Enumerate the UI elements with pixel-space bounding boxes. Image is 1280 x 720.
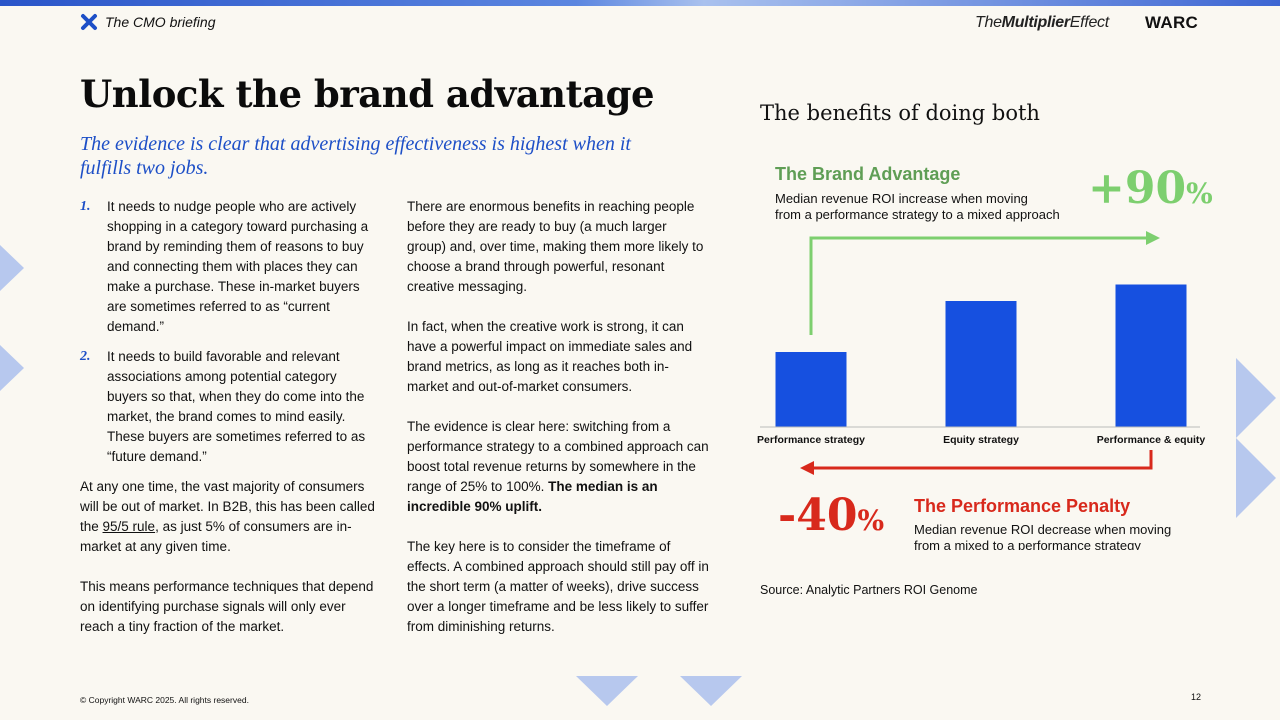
bar-performance-strategy [775,352,847,427]
highlight-text: The median is an incredible 90% uplift. [407,479,658,514]
brand-logo: TheMultiplierEffect [975,14,1109,31]
list-number: 1. [80,199,91,214]
paragraph: This means performance techniques that d… [80,579,374,634]
triangle-right-icon [1236,438,1276,518]
penalty-desc: Median revenue ROI decrease when moving [914,522,1171,537]
triangle-right-icon [0,345,24,391]
paragraph: The evidence is clear here: switching fr… [407,419,709,514]
triangle-right-icon [1236,358,1276,438]
copyright: © Copyright WARC 2025. All rights reserv… [80,695,249,705]
bar-equity-strategy [945,301,1017,427]
increase-arrow-line [809,236,1150,335]
x-tick-label: Performance & equity [1097,434,1206,446]
rule-link[interactable]: 95/5 rule [102,519,156,534]
paragraph: In fact, when the creative work is stron… [407,319,693,394]
penalty-desc: from a mixed to a performance strategy [914,538,1141,550]
brand-advantage-value: +90% [1088,163,1213,214]
top-gradient-bar [0,0,1280,6]
publisher-logo: WARC [1145,13,1199,32]
bar-performance-equity [1115,284,1187,427]
triangle-right-icon [0,245,24,291]
chart-title: The benefits of doing both [760,101,1040,125]
section-label: The CMO briefing [105,14,216,30]
triangle-down-icon [680,676,742,706]
paragraph: At any one time, the vast majority of co… [80,479,375,554]
brand-advantage-desc: Median revenue ROI increase when moving [775,191,1028,206]
paragraph: The key here is to consider the timefram… [407,539,709,634]
decrease-arrow-line [810,450,1153,470]
penalty-value: -40% [778,490,884,541]
paragraph: There are enormous benefits in reaching … [407,199,704,294]
right-text-column: There are enormous benefits in reaching … [407,197,709,657]
list-item: 2. It needs to build favorable and relev… [80,347,380,467]
list-item: 1. It needs to nudge people who are acti… [80,197,380,337]
penalty-heading: The Performance Penalty [914,496,1130,516]
brand-advantage-heading: The Brand Advantage [775,164,960,184]
list-text: It needs to build favorable and relevant… [107,349,366,464]
page-title: Unlock the brand advantage [80,72,655,116]
x-tick-label: Equity strategy [943,434,1019,446]
chart-source: Source: Analytic Partners ROI Genome [760,583,978,597]
page-number: 12 [1191,692,1202,702]
bar-chart: The Brand Advantage Median revenue ROI i… [757,163,1213,550]
page-subtitle: The evidence is clear that advertising e… [80,133,631,179]
list-number: 2. [80,349,91,364]
increase-arrowhead-icon [1146,231,1160,245]
close-x-icon[interactable] [80,13,98,31]
triangle-down-icon [576,676,638,706]
brand-advantage-desc: from a performance strategy to a mixed a… [775,207,1060,222]
x-tick-label: Performance strategy [757,434,865,446]
left-text-column: 1. It needs to nudge people who are acti… [80,197,380,657]
list-text: It needs to nudge people who are activel… [107,199,369,334]
decrease-arrowhead-icon [800,461,814,475]
